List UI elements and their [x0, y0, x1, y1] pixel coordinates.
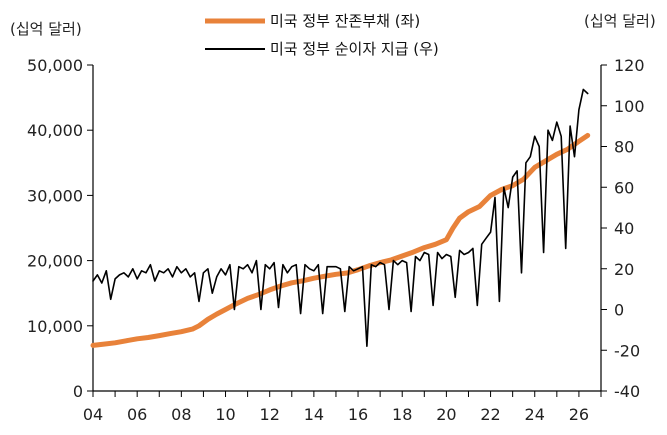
right-tick-label: -40: [614, 382, 640, 401]
x-tick-label: 14: [304, 405, 324, 424]
x-tick-label: 20: [436, 405, 456, 424]
x-tick-label: 22: [480, 405, 500, 424]
legend: 미국 정부 잔존부채 (좌) 미국 정부 순이자 지급 (우): [205, 12, 439, 58]
x-tick-label: 16: [348, 405, 368, 424]
right-tick-label: 80: [614, 138, 634, 157]
x-tick-label: 04: [83, 405, 103, 424]
left-tick-label: 20,000: [27, 252, 83, 271]
right-tick-label: -20: [614, 341, 640, 360]
right-tick-label: 40: [614, 219, 634, 238]
x-tick-label: 24: [525, 405, 545, 424]
right-unit-label: (십억 달러): [584, 12, 656, 30]
left-tick-label: 10,000: [27, 317, 83, 336]
right-tick-label: 100: [614, 97, 645, 116]
left-tick-label: 0: [73, 382, 83, 401]
right-tick-label: 60: [614, 178, 634, 197]
x-tick-label: 06: [127, 405, 147, 424]
left-tick-label: 30,000: [27, 186, 83, 205]
legend-label-interest: 미국 정부 순이자 지급 (우): [270, 40, 439, 58]
axes: 0 10,000 20,000 30,000 40,000 50,000 -40 -20 0 20…: [27, 56, 645, 424]
left-tick-label: 50,000: [27, 56, 83, 75]
left-tick-label: 40,000: [27, 121, 83, 140]
x-tick-label: 26: [569, 405, 589, 424]
series-line-interest: [92, 88, 589, 347]
right-tick-label: 120: [614, 56, 645, 75]
right-tick-label: 0: [614, 301, 624, 320]
legend-label-debt: 미국 정부 잔존부채 (좌): [270, 12, 420, 30]
series-line-debt: [90, 132, 591, 348]
left-unit-label: (십억 달러): [10, 20, 82, 38]
x-tick-label: 12: [260, 405, 280, 424]
plot-area: [90, 88, 591, 348]
x-tick-label: 10: [215, 405, 235, 424]
x-tick-label: 18: [392, 405, 412, 424]
x-tick-label: 08: [171, 405, 191, 424]
right-tick-label: 20: [614, 260, 634, 279]
